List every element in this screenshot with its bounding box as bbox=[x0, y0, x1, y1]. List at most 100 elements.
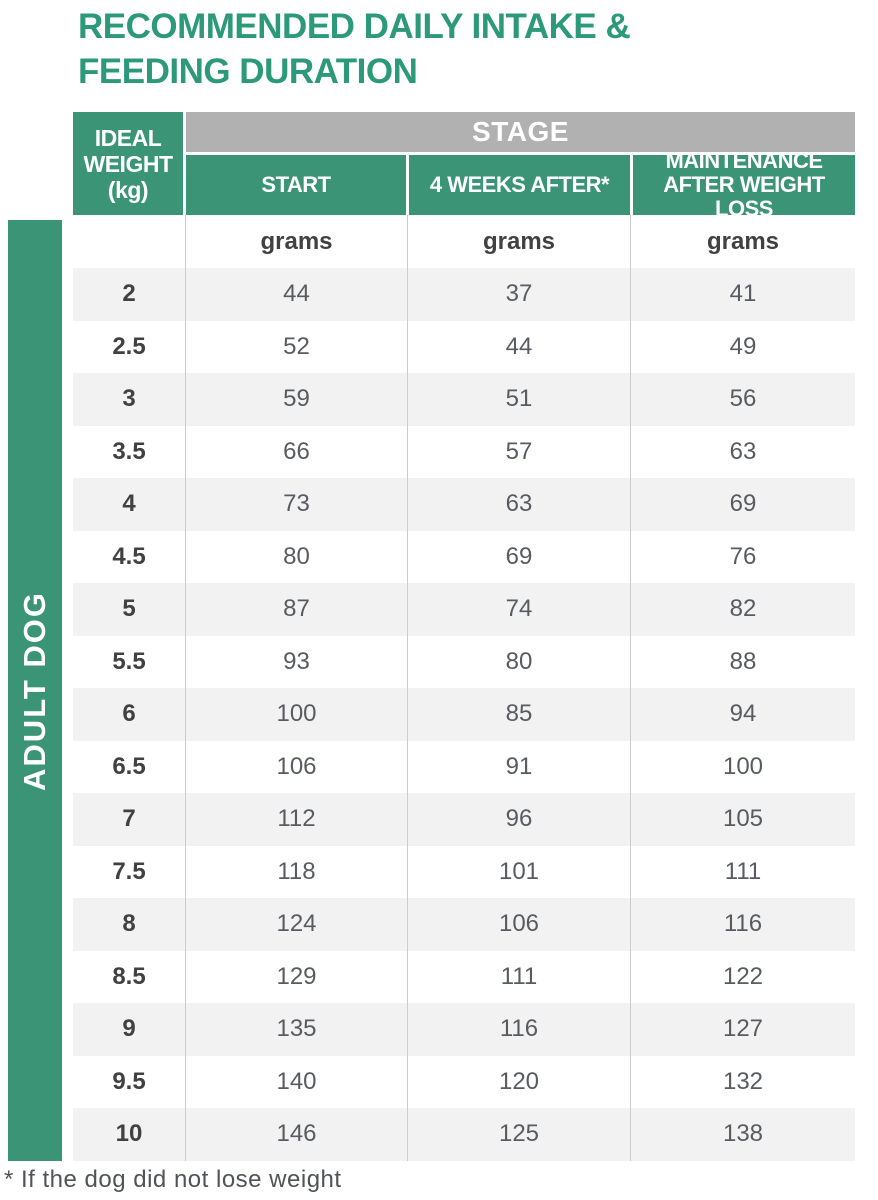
weight-cell: 10 bbox=[115, 1120, 143, 1148]
value-cell: 122 bbox=[630, 950, 855, 1003]
value-cell: 66 bbox=[185, 425, 407, 478]
table-row: 5 87 74 82 bbox=[73, 583, 855, 636]
value-cell: 146 bbox=[185, 1108, 407, 1161]
value-cell: 63 bbox=[407, 478, 630, 531]
column-header-maintenance-after-weight-loss: MAINTENANCE AFTER WEIGHT LOSS bbox=[633, 149, 855, 221]
weight-cell: 2.5 bbox=[112, 332, 146, 360]
value-cell: 96 bbox=[407, 793, 630, 846]
value-cell: 49 bbox=[630, 320, 855, 373]
value-cell: 69 bbox=[630, 478, 855, 531]
weight-cell: 7 bbox=[122, 805, 136, 833]
value-cell: 116 bbox=[630, 898, 855, 951]
table-row: 3.5 66 57 63 bbox=[73, 425, 855, 478]
value-cell: 37 bbox=[407, 268, 630, 321]
value-cell: 105 bbox=[630, 793, 855, 846]
value-cell: 124 bbox=[185, 898, 407, 951]
adult-dog-banner: ADULT DOG bbox=[8, 220, 62, 1161]
empty-cell bbox=[73, 215, 185, 268]
value-cell: 91 bbox=[407, 740, 630, 793]
value-cell: 106 bbox=[407, 898, 630, 951]
value-cell: 44 bbox=[185, 268, 407, 321]
table-row: 5.5 93 80 88 bbox=[73, 635, 855, 688]
table-row: 8 124 106 116 bbox=[73, 898, 855, 951]
ideal-weight-header: IDEAL WEIGHT (kg) bbox=[73, 112, 183, 215]
value-cell: 125 bbox=[407, 1108, 630, 1161]
weight-cell: 3.5 bbox=[112, 437, 146, 465]
value-cell: 73 bbox=[185, 478, 407, 531]
weight-cell: 4.5 bbox=[112, 542, 146, 570]
value-cell: 127 bbox=[630, 1003, 855, 1056]
table-row: 3 59 51 56 bbox=[73, 373, 855, 426]
value-cell: 118 bbox=[185, 845, 407, 898]
column-header-start: START bbox=[186, 155, 406, 215]
value-cell: 116 bbox=[407, 1003, 630, 1056]
value-cell: 51 bbox=[407, 373, 630, 426]
unit-cell: grams bbox=[630, 215, 855, 268]
weight-cell: 5.5 bbox=[112, 647, 146, 675]
value-cell: 93 bbox=[185, 635, 407, 688]
value-cell: 82 bbox=[630, 583, 855, 636]
value-cell: 112 bbox=[185, 793, 407, 846]
column-header-4-weeks-after: 4 WEEKS AFTER* bbox=[409, 155, 630, 215]
table-header: IDEAL WEIGHT (kg) STAGE START 4 WEEKS AF… bbox=[73, 112, 855, 221]
table-row: 4.5 80 69 76 bbox=[73, 530, 855, 583]
value-cell: 76 bbox=[630, 530, 855, 583]
value-cell: 106 bbox=[185, 740, 407, 793]
value-cell: 56 bbox=[630, 373, 855, 426]
value-cell: 44 bbox=[407, 320, 630, 373]
value-cell: 87 bbox=[185, 583, 407, 636]
adult-dog-label: ADULT DOG bbox=[17, 590, 52, 791]
value-cell: 85 bbox=[407, 688, 630, 741]
value-cell: 111 bbox=[407, 950, 630, 1003]
rows-container: 2 44 37 41 2.5 52 44 49 3 59 51 56 3.5 66 57 63 4 73 63 69 4… bbox=[73, 268, 855, 1161]
table-row: 7 112 96 105 bbox=[73, 793, 855, 846]
weight-cell: 5 bbox=[122, 595, 136, 623]
value-cell: 88 bbox=[630, 635, 855, 688]
value-cell: 101 bbox=[407, 845, 630, 898]
table-row: 9.5 140 120 132 bbox=[73, 1055, 855, 1108]
weight-cell: 2 bbox=[122, 280, 136, 308]
value-cell: 138 bbox=[630, 1108, 855, 1161]
value-cell: 111 bbox=[630, 845, 855, 898]
value-cell: 100 bbox=[185, 688, 407, 741]
stage-header: STAGE bbox=[186, 112, 855, 152]
footnote: * If the dog did not lose weight bbox=[4, 1166, 342, 1193]
value-cell: 52 bbox=[185, 320, 407, 373]
table-row: 6.5 106 91 100 bbox=[73, 740, 855, 793]
value-cell: 94 bbox=[630, 688, 855, 741]
weight-cell: 8.5 bbox=[112, 962, 146, 990]
value-cell: 69 bbox=[407, 530, 630, 583]
units-row: grams grams grams bbox=[73, 215, 855, 268]
table-row: 6 100 85 94 bbox=[73, 688, 855, 741]
value-cell: 59 bbox=[185, 373, 407, 426]
value-cell: 129 bbox=[185, 950, 407, 1003]
unit-cell: grams bbox=[185, 215, 407, 268]
weight-cell: 3 bbox=[122, 385, 136, 413]
table-row: 8.5 129 111 122 bbox=[73, 950, 855, 1003]
table-row: 2.5 52 44 49 bbox=[73, 320, 855, 373]
weight-cell: 4 bbox=[122, 490, 136, 518]
value-cell: 120 bbox=[407, 1055, 630, 1108]
value-cell: 140 bbox=[185, 1055, 407, 1108]
value-cell: 57 bbox=[407, 425, 630, 478]
value-cell: 100 bbox=[630, 740, 855, 793]
unit-cell: grams bbox=[407, 215, 630, 268]
value-cell: 63 bbox=[630, 425, 855, 478]
value-cell: 80 bbox=[407, 635, 630, 688]
table-row: 9 135 116 127 bbox=[73, 1003, 855, 1056]
value-cell: 41 bbox=[630, 268, 855, 321]
table-body: grams grams grams 2 44 37 41 2.5 52 44 49 3 59 51 5… bbox=[73, 215, 855, 1161]
weight-cell: 9.5 bbox=[112, 1067, 146, 1095]
value-cell: 80 bbox=[185, 530, 407, 583]
weight-cell: 7.5 bbox=[112, 857, 146, 885]
value-cell: 74 bbox=[407, 583, 630, 636]
weight-cell: 9 bbox=[122, 1015, 136, 1043]
table-row: 2 44 37 41 bbox=[73, 268, 855, 321]
weight-cell: 6 bbox=[122, 700, 136, 728]
weight-cell: 8 bbox=[122, 910, 136, 938]
value-cell: 135 bbox=[185, 1003, 407, 1056]
table-row: 10 146 125 138 bbox=[73, 1108, 855, 1161]
value-cell: 132 bbox=[630, 1055, 855, 1108]
page-title: RECOMMENDED DAILY INTAKE & FEEDING DURAT… bbox=[78, 7, 631, 91]
